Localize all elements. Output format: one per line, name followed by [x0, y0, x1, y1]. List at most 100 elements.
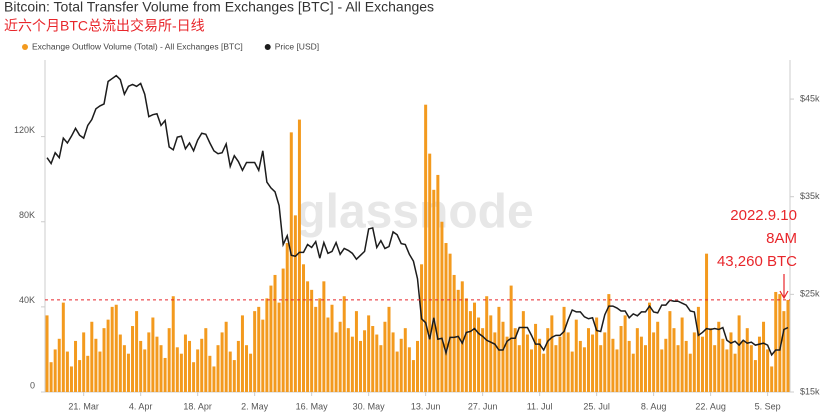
- bar: [782, 311, 786, 392]
- bar: [407, 347, 411, 392]
- bar: [700, 336, 704, 392]
- bar: [652, 332, 656, 392]
- chart-title: Bitcoin: Total Transfer Volume from Exch…: [4, 0, 434, 15]
- y-tick-label: 80K: [19, 210, 35, 220]
- bar: [753, 360, 757, 392]
- bar: [171, 296, 175, 392]
- bar: [155, 336, 159, 392]
- bar: [696, 306, 700, 392]
- bar: [611, 338, 615, 392]
- bar: [163, 357, 167, 392]
- x-tick-label: 13. Jun: [411, 401, 441, 411]
- x-tick-label: 16. May: [296, 401, 329, 411]
- bar: [485, 296, 489, 392]
- bar: [464, 298, 468, 392]
- bar: [627, 340, 631, 392]
- bar: [65, 351, 69, 392]
- bar: [460, 281, 464, 392]
- bar: [167, 328, 171, 392]
- x-tick-label: 21. Mar: [68, 401, 99, 411]
- bar: [45, 315, 49, 392]
- bar: [717, 321, 721, 392]
- bar: [635, 328, 639, 392]
- bar: [367, 315, 371, 392]
- bar: [379, 345, 383, 392]
- bar: [334, 332, 338, 392]
- bar: [139, 340, 143, 392]
- bar: [314, 306, 318, 392]
- bar: [126, 353, 130, 392]
- bar: [416, 340, 419, 392]
- bar: [672, 328, 676, 392]
- y2-tick-label: $25k: [800, 289, 820, 299]
- bar: [86, 355, 90, 392]
- bar: [591, 334, 595, 392]
- bar: [94, 338, 98, 392]
- bar: [306, 281, 310, 392]
- bar: [293, 215, 297, 392]
- bar: [318, 298, 322, 392]
- bar: [200, 338, 204, 392]
- bar: [448, 253, 452, 392]
- bar: [232, 360, 236, 392]
- bar: [342, 296, 346, 392]
- bar: [562, 306, 566, 392]
- x-tick-label: 30. May: [353, 401, 386, 411]
- bar: [302, 264, 306, 392]
- bar: [558, 336, 562, 392]
- bar: [566, 332, 570, 392]
- bar: [131, 326, 135, 392]
- bar: [346, 328, 350, 392]
- bar: [363, 330, 367, 392]
- bar: [521, 311, 525, 392]
- bar: [444, 243, 448, 392]
- bar: [265, 298, 269, 392]
- bar: [692, 332, 696, 392]
- bar: [713, 345, 717, 392]
- bar: [619, 326, 623, 392]
- bar: [664, 338, 668, 392]
- bar: [762, 321, 766, 392]
- legend-marker: [264, 44, 271, 50]
- bar: [660, 349, 664, 392]
- bar: [456, 289, 460, 392]
- x-tick-label: 8. Aug: [641, 401, 667, 411]
- bar: [411, 360, 415, 392]
- bar: [582, 347, 586, 392]
- bar: [269, 285, 273, 392]
- bar: [273, 274, 277, 392]
- bar: [578, 340, 582, 392]
- bar: [228, 351, 232, 392]
- bar: [354, 311, 358, 392]
- bar: [395, 351, 399, 392]
- bar: [375, 334, 379, 392]
- bar: [399, 338, 403, 392]
- bar: [525, 334, 529, 392]
- bar: [118, 334, 122, 392]
- bar: [261, 319, 265, 392]
- bar: [106, 319, 110, 392]
- x-tick-label: 25. Jul: [583, 401, 610, 411]
- bar: [517, 345, 521, 392]
- bar: [648, 302, 652, 392]
- bar: [786, 299, 790, 392]
- bar: [387, 306, 391, 392]
- price-line: [46, 74, 789, 357]
- bar: [338, 321, 342, 392]
- legend-label: Exchange Outflow Volume (Total) - All Ex…: [32, 41, 243, 51]
- bar: [69, 366, 73, 392]
- bar: [688, 353, 692, 392]
- bar: [529, 349, 533, 392]
- bar: [749, 345, 753, 392]
- bar: [151, 317, 155, 392]
- x-tick-label: 22. Aug: [695, 401, 726, 411]
- bar: [179, 353, 183, 392]
- annotation-arrow: [779, 274, 789, 300]
- bar: [546, 328, 550, 392]
- bar: [472, 302, 476, 392]
- bar: [420, 264, 424, 392]
- bar: [74, 340, 78, 392]
- y2-tick-label: $35k: [800, 191, 820, 201]
- chart-subtitle: 近六个月BTC总流出交易所-日线: [4, 18, 205, 34]
